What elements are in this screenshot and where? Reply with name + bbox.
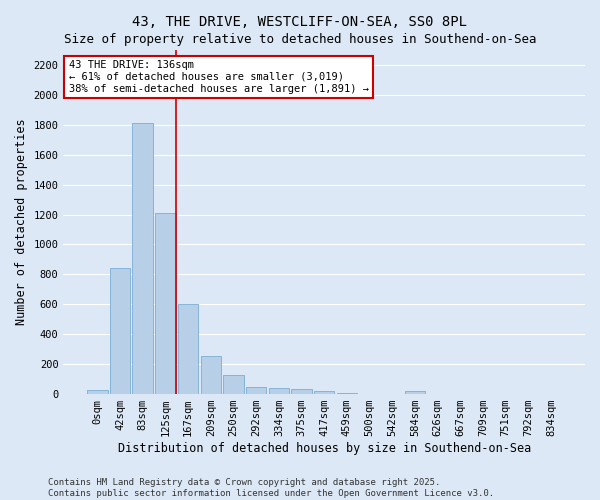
Bar: [292, 390, 312, 394]
Bar: [178, 304, 198, 394]
Bar: [87, 390, 107, 394]
Y-axis label: Number of detached properties: Number of detached properties: [15, 118, 28, 326]
X-axis label: Distribution of detached houses by size in Southend-on-Sea: Distribution of detached houses by size …: [118, 442, 531, 455]
Bar: [405, 391, 425, 394]
Bar: [110, 268, 130, 394]
Bar: [269, 388, 289, 394]
Bar: [155, 213, 176, 394]
Text: 43 THE DRIVE: 136sqm
← 61% of detached houses are smaller (3,019)
38% of semi-de: 43 THE DRIVE: 136sqm ← 61% of detached h…: [68, 60, 368, 94]
Bar: [223, 374, 244, 394]
Bar: [246, 386, 266, 394]
Bar: [133, 124, 153, 394]
Bar: [200, 356, 221, 394]
Bar: [337, 392, 357, 394]
Text: Size of property relative to detached houses in Southend-on-Sea: Size of property relative to detached ho…: [64, 32, 536, 46]
Bar: [314, 391, 334, 394]
Text: 43, THE DRIVE, WESTCLIFF-ON-SEA, SS0 8PL: 43, THE DRIVE, WESTCLIFF-ON-SEA, SS0 8PL: [133, 15, 467, 29]
Text: Contains HM Land Registry data © Crown copyright and database right 2025.
Contai: Contains HM Land Registry data © Crown c…: [48, 478, 494, 498]
